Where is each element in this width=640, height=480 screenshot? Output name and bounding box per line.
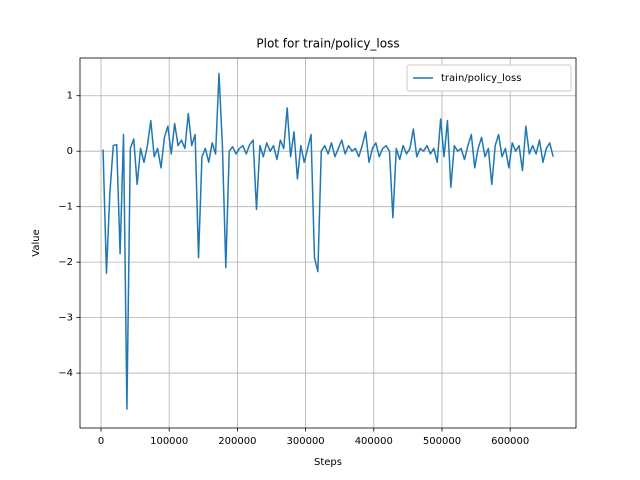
x-tick-label: 0 <box>98 436 104 447</box>
y-tick-label: −4 <box>58 368 73 379</box>
x-tick-label: 200000 <box>218 436 256 447</box>
legend-label: train/policy_loss <box>441 73 521 84</box>
chart-title: Plot for train/policy_loss <box>256 37 399 51</box>
x-tick-label: 100000 <box>150 436 188 447</box>
y-tick-label: −1 <box>58 202 73 213</box>
y-tick-label: −3 <box>58 313 73 324</box>
x-tick-label: 400000 <box>355 436 393 447</box>
legend: train/policy_loss <box>406 64 572 92</box>
data-line <box>102 72 554 410</box>
y-tick-label: 1 <box>67 91 73 102</box>
x-tick-label: 300000 <box>287 436 325 447</box>
y-tick-label: 0 <box>67 146 73 157</box>
y-axis-label: Value <box>31 229 42 256</box>
axes-frame <box>79 57 577 429</box>
legend-box <box>406 64 572 92</box>
y-tick-label: −2 <box>58 257 73 268</box>
x-tick-label: 500000 <box>423 436 461 447</box>
x-tick-label: 600000 <box>491 436 529 447</box>
x-axis-label: Steps <box>314 457 342 468</box>
